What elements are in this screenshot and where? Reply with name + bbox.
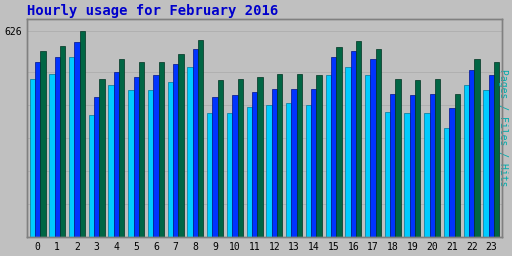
Bar	[469, 70, 474, 237]
Bar	[55, 57, 60, 237]
Text: Hourly usage for February 2016: Hourly usage for February 2016	[27, 4, 278, 18]
Bar	[139, 62, 144, 237]
Bar	[218, 80, 223, 237]
Bar	[119, 59, 124, 237]
Bar	[311, 89, 316, 237]
Bar	[49, 74, 55, 237]
Bar	[173, 64, 178, 237]
Bar	[69, 57, 74, 237]
Bar	[128, 90, 134, 237]
Bar	[345, 67, 351, 237]
Bar	[193, 49, 198, 237]
Bar	[198, 40, 203, 237]
Bar	[370, 59, 376, 237]
Bar	[385, 112, 390, 237]
Bar	[291, 89, 297, 237]
Bar	[464, 85, 469, 237]
Bar	[247, 107, 252, 237]
Bar	[212, 97, 218, 237]
Bar	[167, 82, 173, 237]
Bar	[336, 47, 342, 237]
Bar	[297, 74, 302, 237]
Y-axis label: Pages / Files / Hits: Pages / Files / Hits	[498, 69, 508, 187]
Bar	[35, 62, 40, 237]
Bar	[356, 41, 361, 237]
Bar	[266, 105, 272, 237]
Bar	[232, 95, 238, 237]
Bar	[395, 79, 401, 237]
Bar	[60, 46, 65, 237]
Bar	[207, 113, 212, 237]
Bar	[153, 75, 159, 237]
Bar	[40, 51, 46, 237]
Bar	[238, 79, 243, 237]
Bar	[450, 108, 455, 237]
Bar	[404, 113, 410, 237]
Bar	[474, 59, 480, 237]
Bar	[134, 77, 139, 237]
Bar	[376, 49, 381, 237]
Bar	[114, 72, 119, 237]
Bar	[80, 31, 85, 237]
Bar	[187, 67, 193, 237]
Bar	[435, 79, 440, 237]
Bar	[178, 54, 184, 237]
Bar	[444, 128, 450, 237]
Bar	[109, 85, 114, 237]
Bar	[316, 75, 322, 237]
Bar	[489, 75, 494, 237]
Bar	[89, 115, 94, 237]
Bar	[74, 42, 80, 237]
Bar	[424, 113, 430, 237]
Bar	[455, 93, 460, 237]
Bar	[326, 75, 331, 237]
Bar	[494, 62, 499, 237]
Bar	[483, 90, 489, 237]
Bar	[252, 92, 257, 237]
Bar	[148, 90, 153, 237]
Bar	[390, 93, 395, 237]
Bar	[351, 51, 356, 237]
Bar	[99, 79, 105, 237]
Bar	[365, 75, 370, 237]
Bar	[286, 103, 291, 237]
Bar	[257, 77, 263, 237]
Bar	[277, 74, 282, 237]
Bar	[430, 93, 435, 237]
Bar	[227, 113, 232, 237]
Bar	[415, 80, 420, 237]
Bar	[94, 97, 99, 237]
Bar	[331, 57, 336, 237]
Bar	[272, 89, 277, 237]
Bar	[410, 95, 415, 237]
Bar	[159, 62, 164, 237]
Bar	[306, 105, 311, 237]
Bar	[30, 79, 35, 237]
